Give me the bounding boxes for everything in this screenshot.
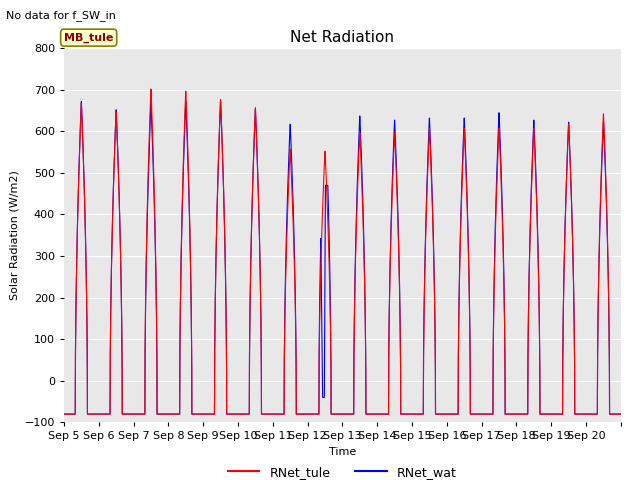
Line: RNet_wat: RNet_wat [64, 102, 621, 414]
RNet_wat [523, 411, 531, 417]
RNet_tule [393, 190, 401, 195]
RNet_tule [60, 411, 68, 417]
Text: MB_tule: MB_tule [64, 33, 113, 43]
RNet_wat [537, 411, 545, 417]
RNet_tule [147, 86, 155, 92]
RNet_wat [393, 180, 401, 186]
X-axis label: Time: Time [329, 447, 356, 457]
Line: RNet_tule: RNet_tule [64, 89, 621, 414]
Title: Net Radiation: Net Radiation [291, 30, 394, 46]
RNet_wat [495, 113, 503, 119]
RNet_tule [537, 411, 545, 417]
Legend: RNet_tule, RNet_wat: RNet_tule, RNet_wat [223, 460, 461, 480]
RNet_wat [176, 411, 184, 417]
RNet_tule [364, 411, 371, 417]
RNet_tule [495, 129, 503, 134]
RNet_tule [176, 411, 184, 417]
RNet_wat [77, 99, 85, 105]
Text: No data for f_SW_in: No data for f_SW_in [6, 10, 116, 21]
Y-axis label: Solar Radiation (W/m2): Solar Radiation (W/m2) [9, 170, 19, 300]
RNet_tule [523, 411, 531, 417]
RNet_wat [617, 411, 625, 417]
RNet_wat [60, 411, 68, 417]
RNet_tule [617, 411, 625, 417]
RNet_wat [364, 411, 371, 417]
